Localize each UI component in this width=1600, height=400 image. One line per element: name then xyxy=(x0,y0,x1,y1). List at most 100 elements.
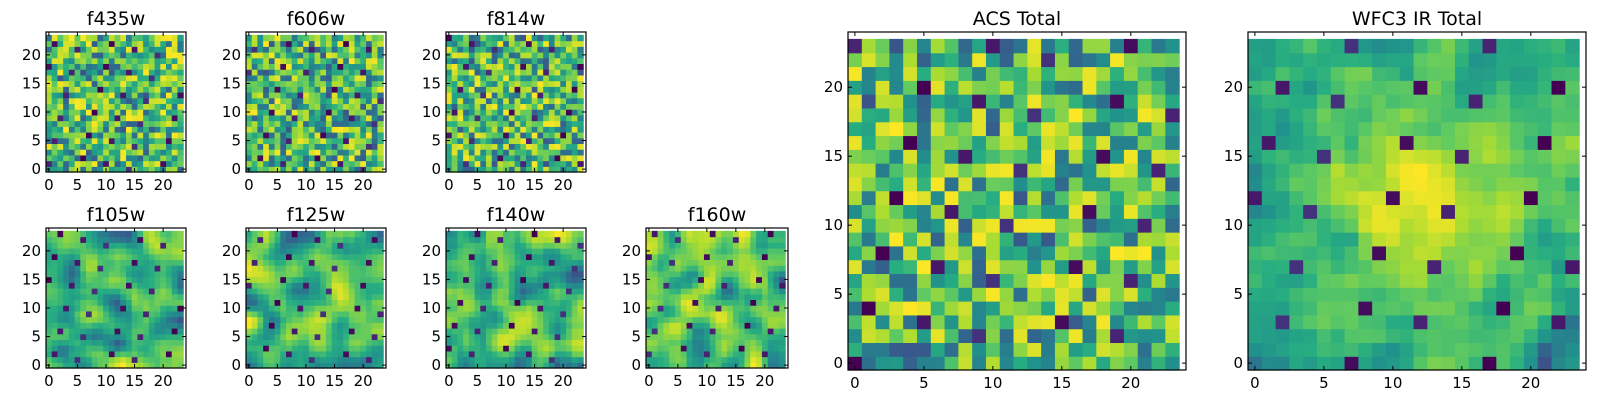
heatmap-cell xyxy=(320,362,327,369)
heatmap-cell xyxy=(326,328,333,335)
heatmap-cell xyxy=(97,356,104,363)
heatmap-cell xyxy=(744,253,751,261)
heatmap-cell xyxy=(337,339,344,346)
heatmap-cell xyxy=(451,63,459,70)
heatmap-cell xyxy=(566,299,573,306)
heatmap-cell xyxy=(371,132,379,139)
heatmap-cell xyxy=(750,259,757,266)
heatmap-cell xyxy=(686,350,693,358)
y-tick-label: 0 xyxy=(833,354,843,372)
heatmap-cell xyxy=(457,265,464,272)
heatmap-cell xyxy=(120,356,127,363)
heatmap-cell xyxy=(1496,328,1511,344)
heatmap-cell xyxy=(371,160,379,167)
heatmap-cell xyxy=(727,293,734,301)
heatmap-cell xyxy=(274,74,281,82)
heatmap-cell xyxy=(944,107,959,123)
y-tick-label: 0 xyxy=(231,356,241,374)
heatmap-cell xyxy=(861,259,877,275)
heatmap-cell xyxy=(548,242,556,249)
heatmap-cell xyxy=(51,293,59,301)
heatmap-cell xyxy=(1110,287,1125,302)
heatmap-cell xyxy=(686,299,693,306)
heatmap-cell xyxy=(331,259,339,266)
heatmap-cell xyxy=(457,69,464,76)
heatmap-cell xyxy=(108,265,116,272)
heatmap-cell xyxy=(120,154,127,162)
heatmap-cell xyxy=(520,97,527,105)
heatmap-cell xyxy=(474,288,481,295)
heatmap-cell xyxy=(314,132,321,139)
heatmap-cell xyxy=(74,259,81,266)
heatmap-cell xyxy=(1137,259,1153,275)
heatmap-cell xyxy=(297,362,304,369)
heatmap-cell xyxy=(767,270,775,278)
heatmap-cell xyxy=(91,126,99,133)
heatmap-cell xyxy=(154,276,161,283)
heatmap-cell xyxy=(80,253,87,261)
heatmap-cell xyxy=(1013,273,1028,288)
heatmap-cell xyxy=(377,299,384,306)
heatmap-cell xyxy=(377,86,384,93)
heatmap-cell xyxy=(263,63,270,70)
heatmap-cell xyxy=(709,248,717,255)
heatmap-cell xyxy=(520,137,527,145)
heatmap-cell xyxy=(674,310,682,318)
heatmap-cell xyxy=(148,52,156,59)
heatmap-cell xyxy=(320,276,327,283)
heatmap-cell xyxy=(761,253,769,261)
heatmap-cell xyxy=(166,282,173,289)
heatmap-cell xyxy=(166,259,173,266)
heatmap-cell xyxy=(131,126,139,133)
heatmap-cell xyxy=(63,40,70,47)
heatmap-cell xyxy=(554,333,561,341)
heatmap-cell xyxy=(503,103,510,110)
heatmap-cell xyxy=(520,282,527,289)
heatmap-cell xyxy=(526,114,533,122)
heatmap-cell xyxy=(126,120,133,127)
heatmap-cell xyxy=(80,132,87,139)
heatmap-cell xyxy=(343,120,350,127)
heatmap-cell xyxy=(257,80,264,87)
heatmap-cell xyxy=(63,362,70,369)
heatmap-cell xyxy=(360,259,367,266)
heatmap-cell xyxy=(143,120,150,127)
heatmap-cell xyxy=(246,97,253,105)
heatmap-cell xyxy=(343,137,350,145)
heatmap-cell xyxy=(154,160,161,167)
heatmap-cell xyxy=(263,350,270,358)
heatmap-cell xyxy=(1523,356,1539,371)
heatmap-cell xyxy=(246,74,253,82)
heatmap-cell xyxy=(767,276,775,283)
heatmap-cell xyxy=(1137,94,1153,109)
heatmap-cell xyxy=(251,339,259,346)
heatmap-cell xyxy=(46,299,53,306)
heatmap-cell xyxy=(51,270,59,278)
heatmap-cell xyxy=(114,253,121,261)
heatmap-cell xyxy=(80,74,87,82)
heatmap-cell xyxy=(108,52,116,59)
heatmap-cell xyxy=(360,339,367,346)
heatmap-cell xyxy=(451,230,459,238)
x-tick-label: 0 xyxy=(444,176,454,194)
heatmap-cell xyxy=(354,305,361,312)
heatmap-cell xyxy=(74,236,81,243)
heatmap-cell xyxy=(291,259,299,266)
heatmap-cell xyxy=(148,299,156,306)
heatmap-cell xyxy=(657,248,664,255)
heatmap-cell xyxy=(343,259,350,266)
heatmap-cell xyxy=(531,143,539,150)
axes-frame xyxy=(645,227,789,369)
heatmap-cell xyxy=(503,86,510,93)
heatmap-cell xyxy=(1303,287,1318,302)
heatmap-cell xyxy=(451,356,459,363)
heatmap-cell xyxy=(257,333,264,341)
heatmap-cell xyxy=(371,143,379,150)
heatmap-cell xyxy=(761,270,769,278)
heatmap-cell xyxy=(131,34,139,42)
heatmap-cell xyxy=(537,80,544,87)
heatmap-cell xyxy=(360,350,367,358)
heatmap-cell xyxy=(651,265,659,272)
heatmap-cell xyxy=(154,265,161,272)
heatmap-cell xyxy=(114,230,121,238)
